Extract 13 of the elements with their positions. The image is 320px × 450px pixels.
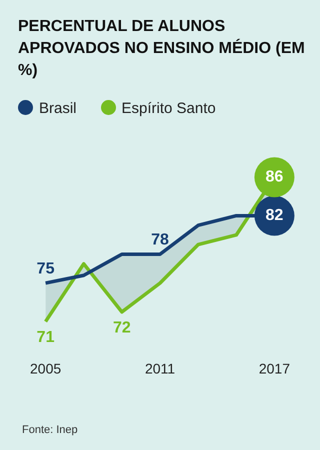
x-tick-label: 2017 bbox=[258, 360, 290, 376]
legend-label: Espírito Santo bbox=[120, 100, 216, 117]
data-label: 86 bbox=[266, 168, 284, 186]
legend-label: Brasil bbox=[38, 100, 77, 117]
data-label: 78 bbox=[151, 232, 169, 249]
x-tick-label: 2005 bbox=[30, 360, 62, 376]
data-label: 75 bbox=[36, 260, 55, 278]
x-tick-label: 2011 bbox=[144, 360, 176, 376]
source-note: Fonte: Inep bbox=[22, 424, 78, 436]
data-label: 71 bbox=[36, 328, 55, 346]
chart-title: PERCENTUAL DE ALUNOS APROVADOS NO ENSINO MÉDIO (EM %) bbox=[18, 17, 306, 81]
data-label: 82 bbox=[266, 207, 284, 224]
data-label: 72 bbox=[112, 319, 131, 336]
